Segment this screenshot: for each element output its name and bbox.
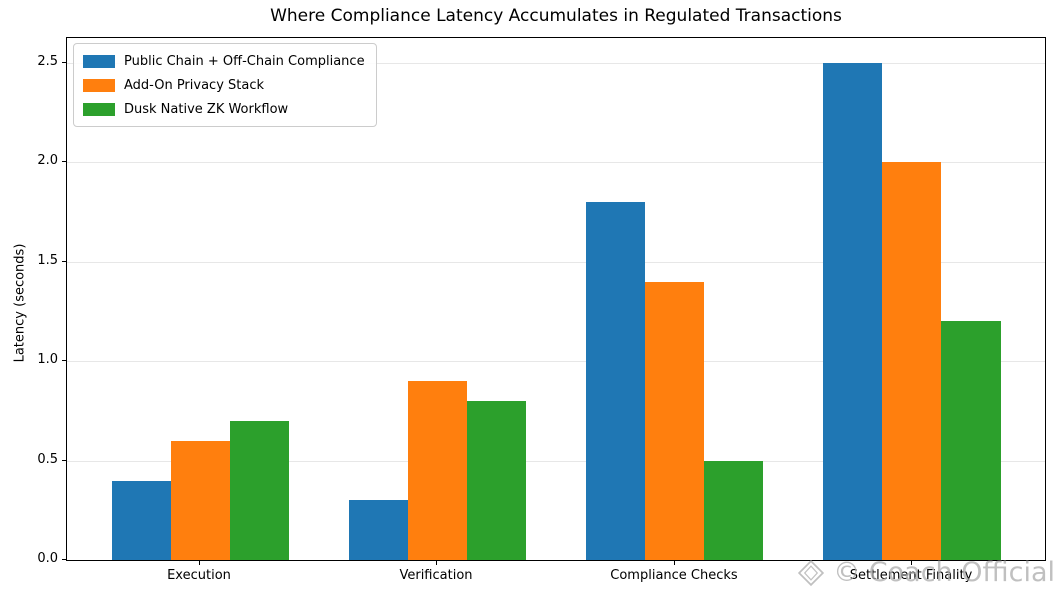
gridline: [67, 262, 1045, 263]
x-tick-mark: [199, 561, 200, 565]
bar-verification: [467, 400, 527, 560]
plot-area: [66, 37, 1046, 561]
x-tick-mark: [674, 561, 675, 565]
gridline: [67, 63, 1045, 64]
legend-swatch-icon: [83, 78, 115, 92]
y-tick-label: 2.0: [37, 153, 58, 168]
y-tick-label: 0.5: [37, 452, 58, 467]
y-tick-mark: [62, 62, 66, 63]
bar-settlement-finality: [882, 162, 942, 560]
legend-item: Add-On Privacy Stack: [83, 73, 365, 97]
y-tick-mark: [62, 460, 66, 461]
gridline: [67, 461, 1045, 462]
bar-compliance-checks: [644, 281, 705, 560]
y-tick-label: 0.0: [37, 551, 58, 566]
bar-settlement-finality: [822, 62, 882, 560]
chart-title: Where Compliance Latency Accumulates in …: [270, 6, 842, 26]
bar-compliance-checks: [585, 202, 645, 560]
y-tick-mark: [62, 261, 66, 262]
bar-settlement-finality: [941, 321, 1001, 560]
watermark: © Coach Official: [796, 557, 1055, 588]
bar-execution: [170, 440, 230, 560]
bar-execution: [230, 420, 290, 560]
legend: Public Chain + Off-Chain Compliance Add-O…: [73, 43, 377, 127]
x-tick-label: Settlement Finality: [849, 568, 973, 583]
watermark-text: © Coach Official: [833, 557, 1055, 588]
legend-item-label: Dusk Native ZK Workflow: [124, 101, 289, 117]
legend-item: Dusk Native ZK Workflow: [83, 97, 365, 121]
y-tick-mark: [62, 360, 66, 361]
diamond-logo-icon: [798, 559, 825, 586]
x-tick-mark: [911, 561, 912, 565]
x-tick-label: Execution: [167, 568, 231, 583]
x-tick-label: Compliance Checks: [610, 568, 738, 583]
y-tick-mark: [62, 161, 66, 162]
legend-item-label: Public Chain + Off-Chain Compliance: [124, 53, 365, 69]
y-tick-label: 1.5: [37, 253, 58, 268]
bar-execution: [111, 480, 171, 560]
legend-swatch-icon: [83, 102, 115, 116]
bar-verification: [348, 500, 408, 560]
y-tick-label: 1.0: [37, 352, 58, 367]
gridline: [67, 361, 1045, 362]
x-tick-label: Verification: [399, 568, 473, 583]
y-tick-mark: [62, 559, 66, 560]
legend-item-label: Add-On Privacy Stack: [124, 77, 265, 93]
legend-item: Public Chain + Off-Chain Compliance: [83, 49, 365, 73]
bar-verification: [407, 381, 468, 560]
bar-compliance-checks: [704, 460, 764, 560]
gridline: [67, 162, 1045, 163]
x-tick-mark: [436, 561, 437, 565]
legend-swatch-icon: [83, 54, 115, 68]
y-tick-label: 2.5: [37, 54, 58, 69]
